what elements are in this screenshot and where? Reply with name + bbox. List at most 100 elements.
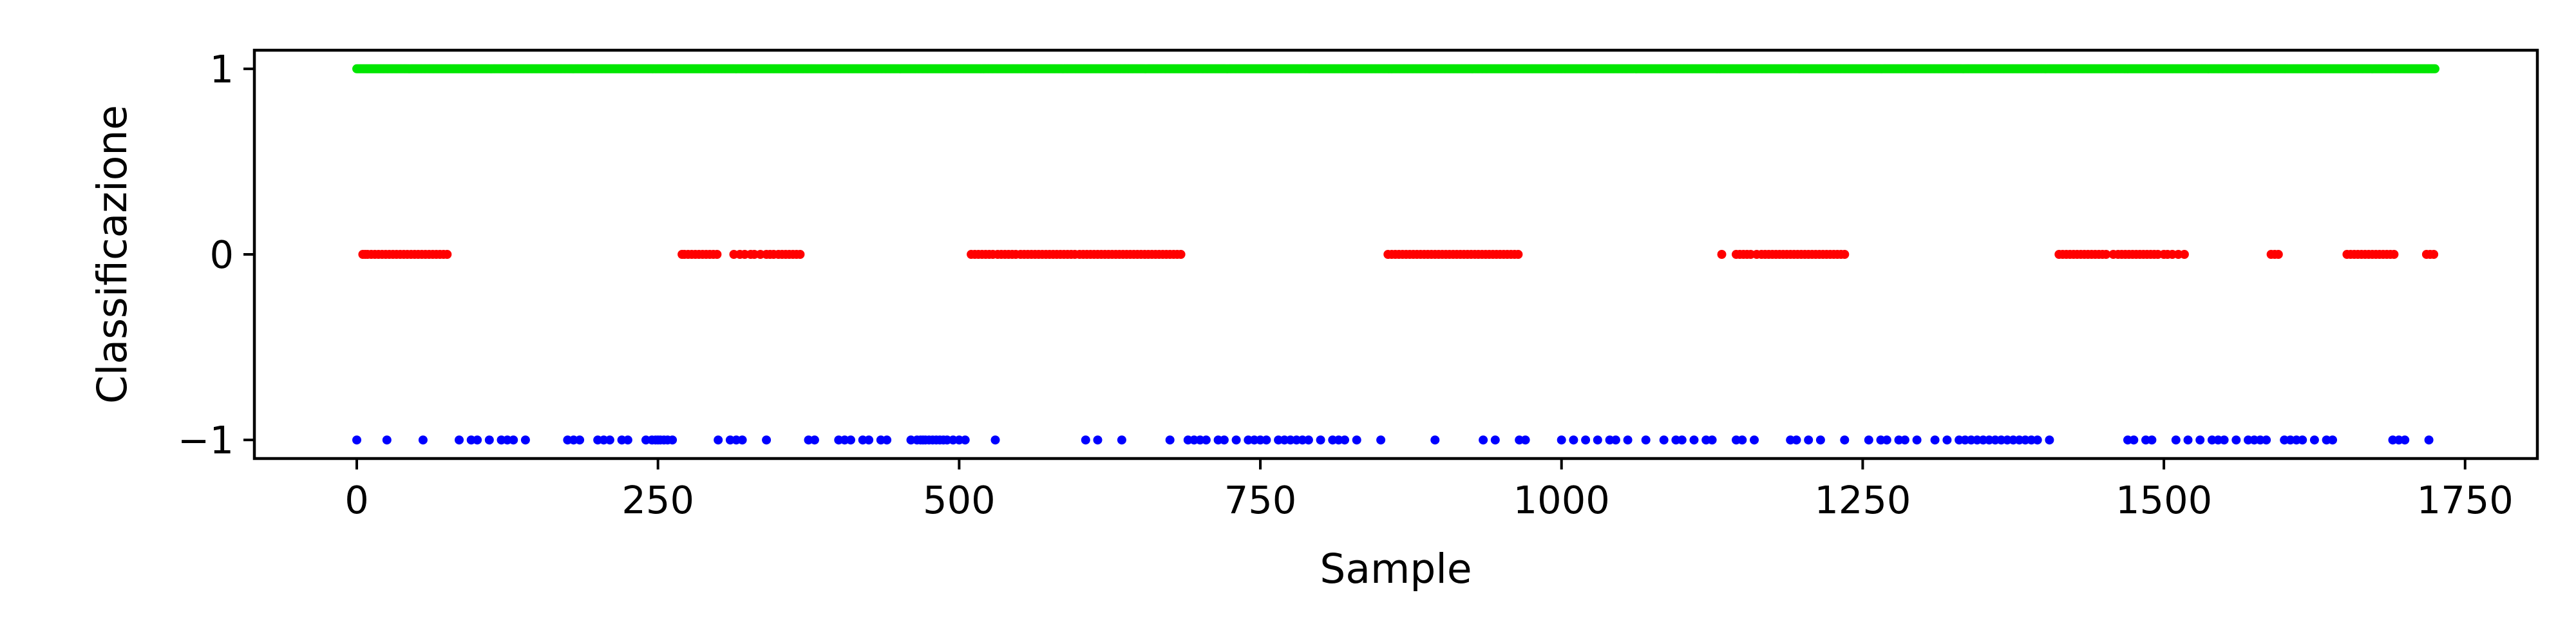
data-point [520, 435, 530, 445]
data-point [714, 435, 723, 445]
data-point [1352, 435, 1361, 445]
data-point [2171, 435, 2181, 445]
data-point [1093, 435, 1103, 445]
data-point [2231, 435, 2241, 445]
data-point [1659, 435, 1669, 445]
data-point [1623, 435, 1633, 445]
x-tick-label: 750 [1224, 478, 1297, 522]
data-point [509, 435, 518, 445]
x-tick-label: 1000 [1513, 478, 1610, 522]
data-point [2045, 435, 2054, 445]
y-tick-label: −1 [178, 418, 234, 462]
data-point [2273, 250, 2283, 259]
y-axis-title: Classificazione [89, 105, 136, 404]
data-point [382, 435, 392, 445]
data-point [2400, 435, 2410, 445]
data-point [1557, 435, 1566, 445]
data-point [1717, 250, 1727, 259]
series-0 [352, 64, 2439, 73]
data-point [455, 435, 464, 445]
data-point [737, 435, 747, 445]
data-point [605, 435, 614, 445]
data-point [1231, 435, 1241, 445]
data-point [668, 435, 677, 445]
series-2 [352, 435, 2434, 445]
data-point [1165, 435, 1175, 445]
data-point [2101, 250, 2111, 259]
data-point [473, 435, 482, 445]
data-point [484, 435, 494, 445]
data-point [1912, 435, 1922, 445]
data-point [795, 250, 805, 259]
data-point [1176, 250, 1186, 259]
data-point [990, 435, 1000, 445]
data-point [418, 435, 428, 445]
data-point [846, 435, 855, 445]
data-point [1611, 435, 1620, 445]
data-point [712, 250, 722, 259]
data-point [1117, 435, 1126, 445]
data-point [882, 435, 892, 445]
x-tick-label: 0 [345, 478, 369, 522]
points-layer [352, 64, 2439, 445]
data-point [1738, 435, 1747, 445]
x-tick-label: 1750 [2417, 478, 2514, 522]
data-point [442, 250, 452, 259]
data-point [1490, 435, 1500, 445]
data-point [762, 435, 772, 445]
data-point [2309, 435, 2319, 445]
data-point [2424, 435, 2434, 445]
data-point [1942, 435, 1952, 445]
data-point [1840, 250, 1850, 259]
x-tick-label: 1500 [2116, 478, 2212, 522]
data-point [1641, 435, 1651, 445]
data-point [2298, 435, 2307, 445]
data-point [1376, 435, 1386, 445]
data-point [2129, 435, 2139, 445]
data-point [1581, 435, 1591, 445]
data-point [1219, 435, 1229, 445]
data-point [1316, 435, 1325, 445]
data-point [1930, 435, 1940, 445]
data-point [1201, 435, 1211, 445]
data-point [1707, 435, 1717, 445]
data-point [1864, 435, 1873, 445]
data-point [575, 435, 585, 445]
x-tick-label: 1250 [1814, 478, 1911, 522]
x-tick-label: 250 [621, 478, 694, 522]
data-point [1081, 435, 1090, 445]
data-point [1750, 435, 1759, 445]
data-point [623, 435, 632, 445]
data-point [1882, 435, 1891, 445]
data-point [1340, 435, 1349, 445]
data-point [2429, 250, 2439, 259]
data-point [1593, 435, 1602, 445]
data-point [1815, 435, 1825, 445]
data-point [2195, 435, 2205, 445]
data-point [1900, 435, 1909, 445]
data-point [1479, 435, 1488, 445]
data-point [2183, 435, 2193, 445]
data-point [1677, 435, 1687, 445]
data-point [1804, 435, 1814, 445]
data-point [1262, 435, 1271, 445]
data-point [810, 435, 819, 445]
data-point [352, 435, 361, 445]
data-point [2219, 435, 2229, 445]
data-point [1569, 435, 1578, 445]
data-point [2328, 435, 2337, 445]
data-point [2430, 64, 2439, 73]
data-point [2147, 435, 2157, 445]
data-point [2389, 250, 2399, 259]
data-point [1520, 435, 1530, 445]
data-point [1840, 435, 1850, 445]
data-point [1303, 435, 1313, 445]
data-point [1689, 435, 1699, 445]
data-point [1792, 435, 1801, 445]
data-point [2179, 250, 2189, 259]
x-tick-label: 500 [923, 478, 996, 522]
y-tick-label: 1 [209, 47, 234, 91]
data-point [2262, 435, 2271, 445]
